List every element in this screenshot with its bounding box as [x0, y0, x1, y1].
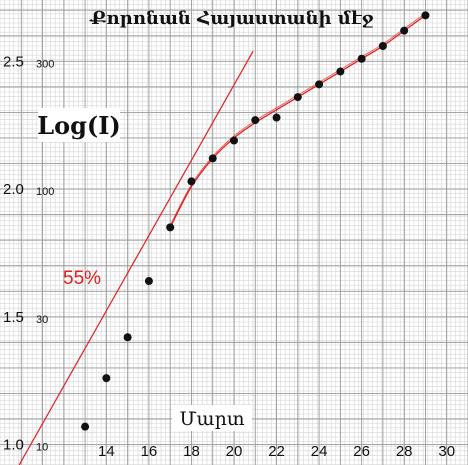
data-point	[378, 41, 387, 50]
y-tick-label: 1.0	[3, 437, 24, 454]
data-point	[123, 333, 132, 342]
x-tick-label: 30	[438, 443, 455, 460]
x-tick-label: 26	[353, 443, 370, 460]
data-point	[315, 80, 324, 89]
y-axis-label-bg	[38, 108, 120, 142]
growth-annotation: 55%	[63, 268, 101, 289]
x-tick-label: 18	[183, 443, 200, 460]
data-point	[144, 277, 153, 286]
x-tick-label: 24	[311, 443, 328, 460]
data-point	[208, 154, 217, 163]
x-tick-label: 16	[141, 443, 158, 460]
data-point	[102, 374, 111, 383]
y-tick-label: 1.5	[3, 309, 24, 326]
data-point	[251, 116, 260, 125]
y-tick-count-label: 10	[36, 442, 48, 454]
data-point	[400, 26, 409, 35]
data-points	[81, 11, 430, 431]
y-tick-count-label: 100	[36, 186, 54, 198]
y-tick-label: 2.0	[3, 181, 24, 198]
y-tick-count-label: 30	[36, 314, 48, 326]
data-point	[187, 177, 196, 186]
data-point	[272, 113, 281, 122]
data-point	[166, 223, 175, 232]
x-tick-label: 22	[268, 443, 285, 460]
data-point	[421, 11, 430, 20]
y-tick-label: 2.5	[3, 53, 24, 70]
trend-line	[18, 50, 254, 465]
data-point	[293, 93, 302, 102]
data-point	[336, 67, 345, 76]
y-axis-label: Log(I)	[37, 111, 121, 140]
data-point	[230, 136, 238, 145]
x-tick-label: 28	[396, 443, 413, 460]
x-axis-label-bg	[172, 405, 252, 431]
data-point	[81, 422, 90, 431]
data-point	[357, 54, 366, 63]
chart-title: Քորոնան Հայաստանի մէջ	[88, 8, 373, 29]
tick-labels: 14 16 18 20 22 24 26 28 30 1.0 10 1.5 30 2.0 100 2.5 300	[3, 53, 455, 460]
y-tick-count-label: 300	[36, 58, 54, 70]
x-tick-label: 20	[226, 443, 243, 460]
x-tick-label: 14	[98, 443, 115, 460]
x-axis-label: Մարտ	[180, 408, 245, 430]
